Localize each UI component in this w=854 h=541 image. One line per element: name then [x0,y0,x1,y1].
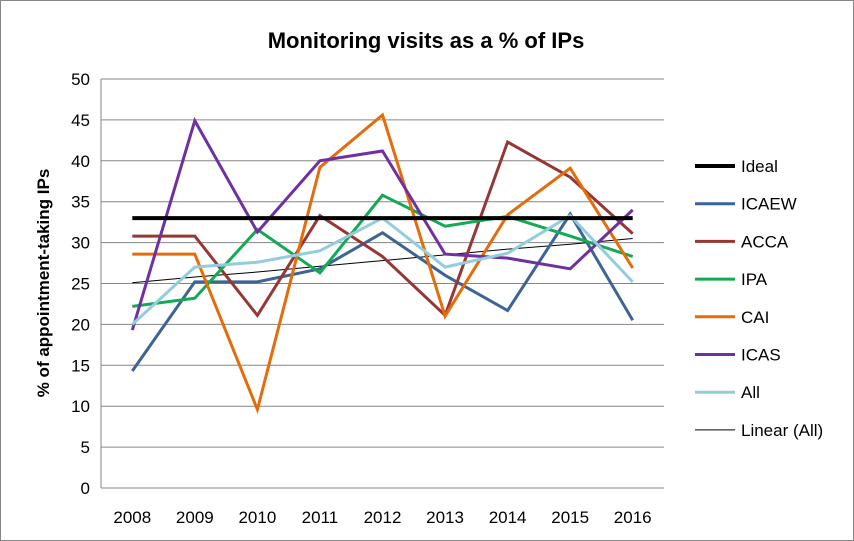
y-tick-label: 45 [71,111,90,130]
legend-label: All [741,383,760,402]
y-tick-label: 15 [71,356,90,375]
y-tick-label: 10 [71,397,90,416]
legend-label: CAI [741,308,769,327]
x-tick-label: 2008 [113,508,151,527]
y-axis-label: % of appointment-taking IPs [34,169,53,398]
y-tick-label: 40 [71,152,90,171]
legend-label: ACCA [741,232,789,251]
y-tick-label: 30 [71,234,90,253]
chart-title: Monitoring visits as a % of IPs [268,28,585,53]
y-tick-label: 50 [71,70,90,89]
legend-label: Linear (All) [741,421,823,440]
x-tick-label: 2012 [364,508,402,527]
x-tick-label: 2013 [426,508,464,527]
legend-label: IPA [741,270,768,289]
series-line-linear-all- [132,238,633,284]
series-line-icaew [131,211,634,372]
y-tick-label: 0 [81,479,90,498]
x-tick-label: 2015 [551,508,589,527]
y-tick-label: 25 [71,275,90,294]
legend-label: Ideal [741,157,778,176]
series-line-cai [132,112,634,415]
y-tick-label: 5 [81,438,90,457]
legend-label: ICAS [741,346,781,365]
x-tick-label: 2009 [176,508,214,527]
x-tick-label: 2011 [302,508,339,527]
series-line-icas [130,116,634,331]
y-tick-label: 20 [71,315,90,334]
x-tick-label: 2010 [238,508,276,527]
legend-label: ICAEW [741,195,797,214]
y-tick-label: 35 [71,193,90,212]
x-tick-label: 2014 [489,508,527,527]
x-tick-label: 2016 [614,508,652,527]
series-line-acca [132,139,634,319]
